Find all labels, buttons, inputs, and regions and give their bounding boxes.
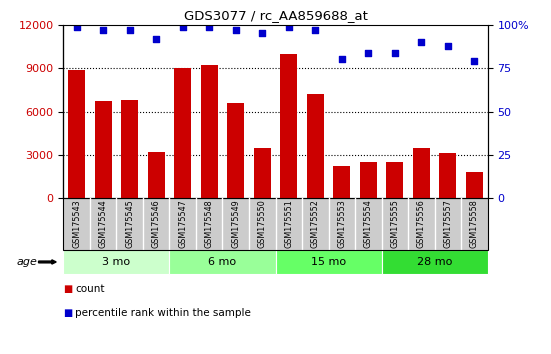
Text: 28 mo: 28 mo — [417, 257, 452, 267]
Text: 15 mo: 15 mo — [311, 257, 346, 267]
Text: GSM175549: GSM175549 — [231, 200, 240, 248]
Bar — [360, 162, 377, 198]
Text: GSM175547: GSM175547 — [178, 200, 187, 248]
Text: GSM175558: GSM175558 — [470, 200, 479, 248]
Text: GSM175550: GSM175550 — [258, 200, 267, 248]
Text: GSM175556: GSM175556 — [417, 200, 426, 248]
Point — [72, 24, 81, 29]
Text: count: count — [75, 284, 105, 293]
Point — [231, 27, 240, 33]
Bar — [121, 100, 138, 198]
Bar — [466, 172, 483, 198]
Text: percentile rank within the sample: percentile rank within the sample — [75, 308, 251, 318]
Point — [391, 50, 399, 55]
Bar — [68, 70, 85, 198]
Point — [152, 36, 160, 41]
Point — [337, 57, 346, 62]
Point — [284, 24, 293, 29]
Text: GSM175551: GSM175551 — [284, 200, 293, 248]
Text: age: age — [17, 257, 37, 267]
Point — [205, 24, 214, 29]
Point — [99, 27, 107, 33]
Text: GSM175555: GSM175555 — [390, 199, 399, 249]
Text: GSM175543: GSM175543 — [72, 200, 81, 248]
Point — [470, 58, 479, 64]
Point — [258, 30, 267, 36]
Bar — [280, 54, 298, 198]
Bar — [174, 68, 191, 198]
Point — [311, 27, 320, 33]
Text: GSM175544: GSM175544 — [99, 200, 107, 248]
Text: GSM175554: GSM175554 — [364, 200, 373, 248]
Text: GSM175548: GSM175548 — [205, 200, 214, 248]
Bar — [201, 65, 218, 198]
Bar — [227, 103, 244, 198]
Bar — [307, 94, 324, 198]
Point — [364, 50, 372, 55]
Text: 6 mo: 6 mo — [208, 257, 236, 267]
Text: 3 mo: 3 mo — [102, 257, 131, 267]
Text: GSM175552: GSM175552 — [311, 199, 320, 249]
Point — [125, 27, 134, 33]
Point — [179, 24, 187, 29]
Text: GDS3077 / rc_AA859688_at: GDS3077 / rc_AA859688_at — [183, 9, 368, 22]
Text: ■: ■ — [63, 284, 73, 293]
Bar — [333, 166, 350, 198]
Bar — [148, 152, 165, 198]
Text: GSM175545: GSM175545 — [125, 200, 134, 248]
Bar — [95, 101, 112, 198]
Text: GSM175546: GSM175546 — [152, 200, 161, 248]
Bar — [439, 153, 456, 198]
Point — [444, 43, 452, 48]
Bar — [386, 162, 403, 198]
Text: ■: ■ — [63, 308, 73, 318]
Point — [417, 39, 426, 45]
Bar — [413, 148, 430, 198]
Text: GSM175557: GSM175557 — [444, 199, 452, 249]
Bar — [253, 148, 271, 198]
Text: GSM175553: GSM175553 — [337, 200, 346, 248]
